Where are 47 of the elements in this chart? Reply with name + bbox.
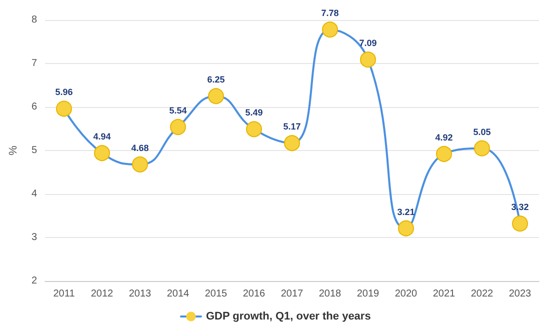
x-tick-label: 2018 xyxy=(318,288,342,300)
point xyxy=(474,140,490,156)
x-tick-label: 2015 xyxy=(204,288,228,300)
x-tick-label: 2019 xyxy=(356,288,380,300)
y-tick-label: 6 xyxy=(31,102,38,112)
y-tick-label: 4 xyxy=(31,188,38,200)
legend-label: GDP growth, Q1, over the years xyxy=(206,310,371,322)
y-tick-label: 2 xyxy=(31,276,38,286)
data-label: 5.96 xyxy=(55,87,73,98)
data-label: 5.17 xyxy=(283,122,301,132)
data-label: 3.21 xyxy=(397,206,415,217)
point xyxy=(436,146,452,162)
x-tick-label: 2012 xyxy=(90,288,114,300)
data-label: 4.68 xyxy=(131,142,149,153)
point xyxy=(284,135,300,152)
point xyxy=(360,52,376,68)
x-tick-label: 2022 xyxy=(470,288,494,300)
x-tick-label: 2011 xyxy=(53,288,76,300)
x-tick-label: 2023 xyxy=(508,288,532,300)
y-tick-label: 5 xyxy=(31,145,38,156)
point xyxy=(322,22,338,38)
x-tick-label: 2021 xyxy=(432,288,456,300)
point xyxy=(512,216,528,232)
data-label: 6.25 xyxy=(207,74,225,85)
x-tick-label: 2017 xyxy=(280,288,304,300)
y-tick-label: 3 xyxy=(31,232,38,243)
y-tick-label: 7 xyxy=(31,58,38,69)
data-label: 5.54 xyxy=(169,106,187,116)
point xyxy=(208,88,224,104)
x-tick-label: 2014 xyxy=(166,288,190,300)
point xyxy=(132,156,148,172)
data-label: 4.94 xyxy=(93,132,111,142)
point xyxy=(170,119,186,136)
y-axis-title: % xyxy=(8,145,20,156)
data-label: 5.05 xyxy=(473,126,491,137)
point xyxy=(398,220,414,236)
data-label: 7.78 xyxy=(321,8,339,18)
point xyxy=(56,100,72,117)
point xyxy=(246,121,262,138)
data-label: 4.92 xyxy=(435,132,453,142)
y-tick-label: 8 xyxy=(31,14,38,26)
x-tick-label: 2020 xyxy=(394,288,418,300)
point xyxy=(94,145,110,162)
x-tick-label: 2013 xyxy=(128,288,152,300)
x-tick-label: 2016 xyxy=(242,288,266,300)
data-label: 7.09 xyxy=(359,38,377,48)
data-label: 5.49 xyxy=(245,108,263,118)
